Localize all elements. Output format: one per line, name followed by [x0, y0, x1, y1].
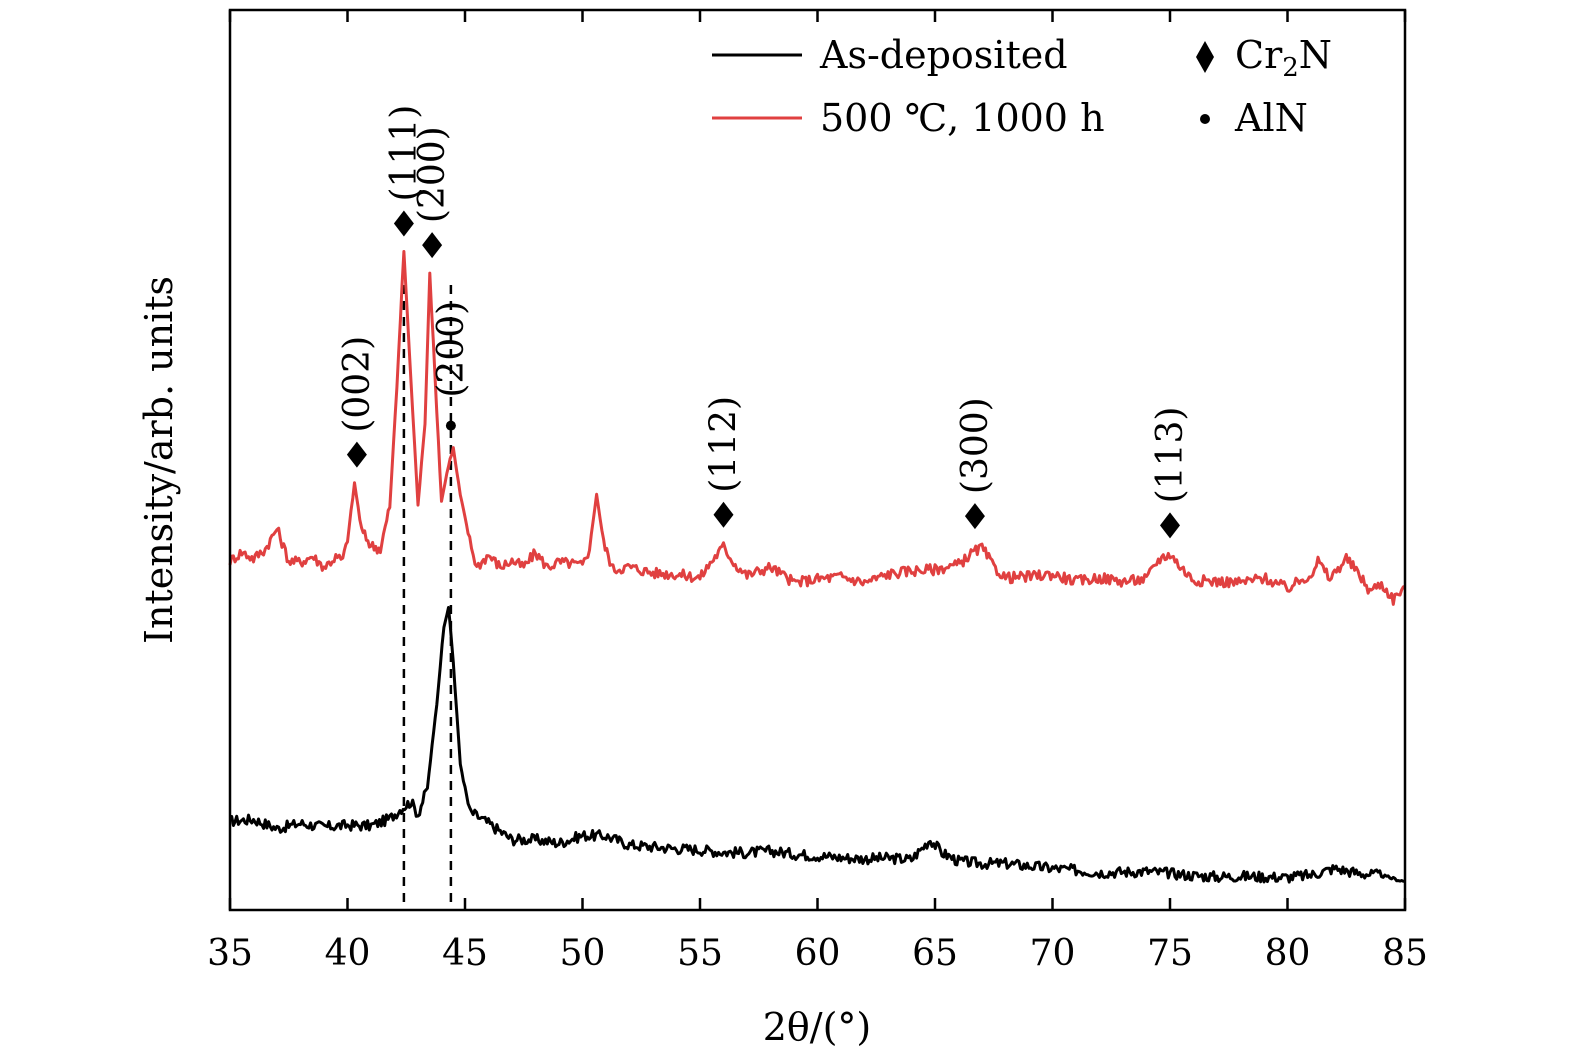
legend-label-cr2n-sub: 2: [1282, 53, 1299, 83]
diamond-icon: [393, 210, 414, 237]
x-tick-label: 55: [677, 933, 723, 974]
legend-label-cr2n-suffix: N: [1299, 33, 1332, 77]
x-tick-label: 60: [795, 933, 841, 974]
legend-label-500c: 500 ℃, 1000 h: [820, 96, 1105, 140]
diamond-icon: [1160, 512, 1180, 539]
diamond-icon: [422, 232, 443, 259]
x-tick-label: 50: [560, 933, 606, 974]
legend-label-aln: AlN: [1234, 96, 1308, 140]
legend-label-cr2n-prefix: Cr: [1235, 33, 1283, 77]
peak-annotations: (002)(111)(200)(200)(112) (300) (113): [337, 105, 1191, 539]
x-tick-label: 70: [1030, 933, 1076, 974]
x-tick-label: 40: [325, 933, 371, 974]
x-tick-label: 85: [1382, 933, 1428, 974]
legend-label-cr2n: Cr2N: [1235, 33, 1332, 83]
dot-icon: [445, 420, 456, 431]
x-tick-label: 80: [1265, 933, 1311, 974]
diamond-icon: [713, 501, 734, 528]
diamond-icon: [346, 441, 367, 468]
dot-icon: [1200, 114, 1210, 124]
x-tick-label: 35: [207, 933, 253, 974]
series-line-0: [229, 606, 1406, 884]
peak-label: (200): [431, 301, 472, 398]
x-tick-label: 65: [912, 933, 958, 974]
peak-label: (300): [955, 397, 996, 494]
x-axis-ticks: 35 40 45 50 55 60 65 70 75 80 85: [207, 10, 1428, 974]
y-axis-label: Intensity/arb. units: [137, 276, 181, 644]
reference-lines: [402, 285, 453, 910]
peak-label: (002): [337, 336, 378, 433]
x-tick-label: 75: [1147, 933, 1193, 974]
legend: As-deposited 500 ℃, 1000 h Cr2N AlN: [712, 33, 1332, 140]
peak-label: (111): [384, 105, 425, 202]
x-tick-label: 45: [442, 933, 488, 974]
series-group: [228, 250, 1406, 884]
series-line-1: [228, 250, 1406, 606]
x-axis-label: 2θ/(°): [763, 1005, 872, 1049]
diamond-icon: [1196, 41, 1214, 73]
legend-label-as-deposited: As-deposited: [819, 33, 1068, 77]
peak-label: (200): [412, 126, 453, 223]
diamond-icon: [964, 503, 985, 530]
peak-label: (113): [1150, 407, 1191, 504]
peak-label: (112): [704, 396, 745, 493]
